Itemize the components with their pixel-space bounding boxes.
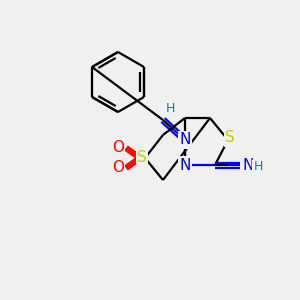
Text: H: H [165, 101, 175, 115]
Text: O: O [112, 140, 124, 155]
Text: S: S [137, 151, 147, 166]
Text: O: O [112, 160, 124, 175]
Text: N: N [179, 133, 191, 148]
Text: N: N [179, 158, 191, 172]
Text: H: H [253, 160, 263, 173]
Text: N: N [242, 158, 254, 172]
Text: S: S [225, 130, 235, 146]
